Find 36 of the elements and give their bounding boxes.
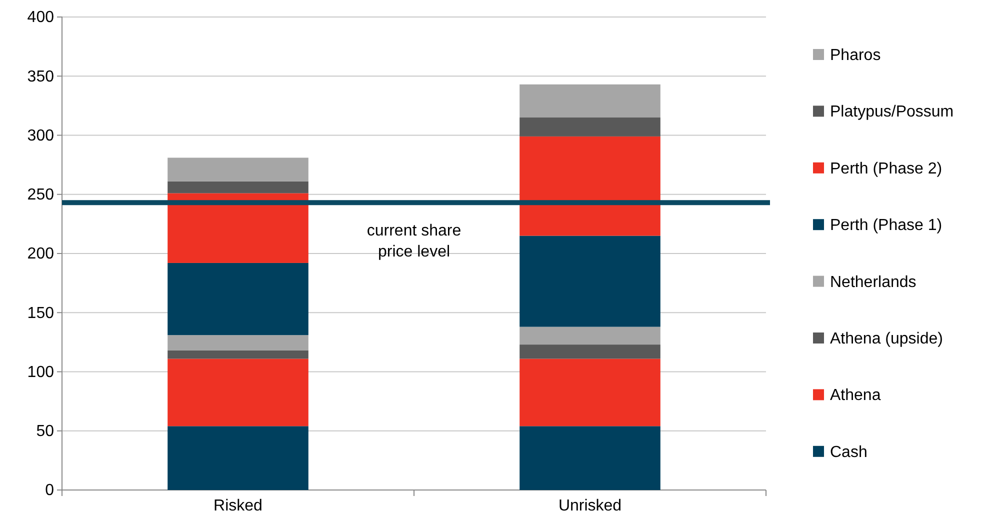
legend-label: Platypus/Possum xyxy=(830,104,954,121)
bar xyxy=(168,158,308,182)
y-tick-label: 150 xyxy=(27,304,54,322)
legend-label: Athena xyxy=(830,387,881,404)
y-tick-label: 200 xyxy=(27,246,54,263)
bar xyxy=(520,344,660,359)
bar xyxy=(168,335,308,350)
bar xyxy=(520,118,660,136)
bar xyxy=(168,350,308,359)
bar xyxy=(168,358,308,426)
x-tick-label: Risked xyxy=(214,498,262,515)
y-tick-label: 350 xyxy=(27,68,54,86)
legend-label: Netherlands xyxy=(830,274,916,291)
y-tick-label: 400 xyxy=(27,9,54,26)
bar xyxy=(520,136,660,236)
y-tick-label: 250 xyxy=(27,186,54,204)
legend-label: Athena (upside) xyxy=(830,330,943,348)
legend-label: Cash xyxy=(830,444,868,461)
y-tick-label: 0 xyxy=(45,482,54,500)
y-tick-label: 50 xyxy=(36,422,54,440)
bar xyxy=(168,426,308,490)
bar xyxy=(520,84,660,118)
legend-label: Perth (Phase 1) xyxy=(830,217,942,234)
x-tick-label: Unrisked xyxy=(558,498,622,515)
legend-label: Pharos xyxy=(830,47,881,64)
bar xyxy=(520,426,660,490)
y-tick-label: 300 xyxy=(27,127,54,144)
bar xyxy=(168,181,308,194)
ref-line-label: current share price level xyxy=(366,222,462,260)
legend-label: Perth (Phase 2) xyxy=(830,160,942,178)
bar xyxy=(520,326,660,345)
bar xyxy=(168,262,308,336)
bar xyxy=(520,358,660,426)
y-tick-label: 100 xyxy=(27,364,54,381)
bar xyxy=(168,193,308,263)
bar xyxy=(520,236,660,327)
